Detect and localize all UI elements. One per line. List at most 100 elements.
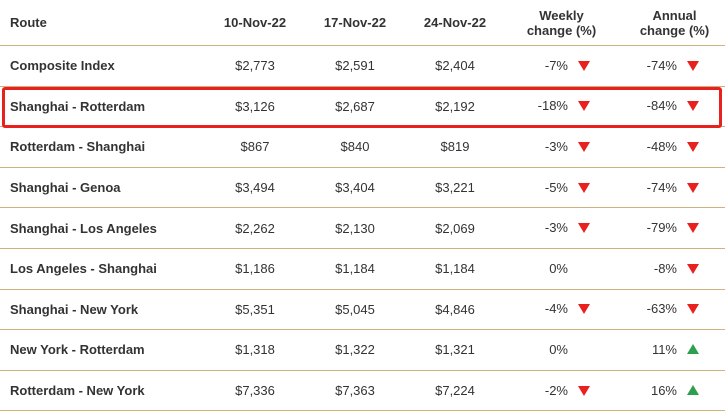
change-cell: -74%: [610, 167, 725, 209]
price-cell: $3,404: [305, 167, 405, 209]
column-header: Annual change (%): [610, 0, 725, 46]
change-cell: -3%: [505, 207, 610, 249]
change-value: -5%: [544, 179, 568, 195]
change-value: 0%: [549, 261, 568, 277]
arrow-slot: [568, 302, 590, 317]
change-value: -48%: [646, 138, 677, 154]
change-cell: -3%: [505, 126, 610, 168]
arrow-slot: [677, 384, 699, 399]
change-value: -3%: [544, 138, 568, 154]
price-cell: $1,184: [305, 248, 405, 290]
change-value: -74%: [646, 57, 677, 73]
arrow-down: [687, 101, 699, 112]
route-cell: Rotterdam - New York: [0, 370, 205, 412]
arrow-slot: [568, 99, 590, 114]
arrow-slot: [568, 384, 590, 399]
change-value: -3%: [544, 220, 568, 236]
header-row: Route 10-Nov-22 17-Nov-22 24-Nov-22 Weekly c…: [0, 0, 725, 46]
change-value: -84%: [646, 98, 677, 114]
table-row: Shanghai - New York $5,351 $5,045 $4,846 -4%…: [0, 289, 725, 331]
price-cell: $3,221: [405, 167, 505, 209]
route-cell: New York - Rotterdam: [0, 329, 205, 371]
arrow-down: [687, 223, 699, 234]
price-cell: $7,363: [305, 370, 405, 412]
table-row: Rotterdam - Shanghai $867 $840 $819 -3% -48%: [0, 126, 725, 168]
table-row: Los Angeles - Shanghai $1,186 $1,184 $1,184…: [0, 248, 725, 290]
table-row: Shanghai - Los Angeles $2,262 $2,130 $2,069…: [0, 207, 725, 249]
arrow-up: [687, 343, 699, 354]
price-cell: $7,224: [405, 370, 505, 412]
price-cell: $2,192: [405, 86, 505, 128]
price-cell: $1,186: [205, 248, 305, 290]
table-row: Rotterdam - New York $7,336 $7,363 $7,224 -2…: [0, 370, 725, 412]
change-value: -74%: [646, 179, 677, 195]
arrow-down: [578, 60, 590, 71]
price-cell: $1,318: [205, 329, 305, 371]
change-cell: 0%: [505, 329, 610, 371]
column-header: Weekly change (%): [505, 0, 610, 46]
table-row: Composite Index $2,773 $2,591 $2,404 -7% -74%: [0, 45, 725, 87]
change-value: -2%: [544, 382, 568, 398]
column-header: 24-Nov-22: [405, 0, 505, 46]
price-cell: $2,591: [305, 45, 405, 87]
price-cell: $3,494: [205, 167, 305, 209]
change-cell: 11%: [610, 329, 725, 371]
route-cell: Shanghai - Genoa: [0, 167, 205, 209]
change-value: -63%: [646, 301, 677, 317]
price-cell: $5,351: [205, 289, 305, 331]
arrow-down: [578, 182, 590, 193]
arrow-up: [687, 384, 699, 395]
arrow-down: [687, 182, 699, 193]
column-header: Route: [0, 0, 205, 46]
arrow-slot: [568, 181, 590, 196]
price-cell: $2,262: [205, 207, 305, 249]
arrow-down: [687, 304, 699, 315]
table-row: Shanghai - Genoa $3,494 $3,404 $3,221 -5% -74…: [0, 167, 725, 209]
highlight-box: [2, 87, 722, 128]
arrow-slot: [568, 221, 590, 236]
change-cell: -5%: [505, 167, 610, 209]
change-cell: -2%: [505, 370, 610, 412]
price-cell: $5,045: [305, 289, 405, 331]
change-value: -7%: [544, 57, 568, 73]
route-cell: Shanghai - New York: [0, 289, 205, 331]
arrow-down: [578, 101, 590, 112]
change-cell: -4%: [505, 289, 610, 331]
change-value: -18%: [537, 98, 568, 114]
column-header: 10-Nov-22: [205, 0, 305, 46]
arrow-down: [687, 142, 699, 153]
arrow-down: [578, 223, 590, 234]
price-cell: $2,404: [405, 45, 505, 87]
price-cell: $1,321: [405, 329, 505, 371]
price-cell: $840: [305, 126, 405, 168]
change-cell: 16%: [610, 370, 725, 412]
change-cell: 0%: [505, 248, 610, 290]
arrow-slot: [568, 140, 590, 155]
arrow-slot: [677, 221, 699, 236]
arrow-down: [687, 60, 699, 71]
arrow-slot: [677, 302, 699, 317]
arrow-down: [687, 263, 699, 274]
route-cell: Shanghai - Rotterdam: [0, 86, 205, 128]
route-cell: Shanghai - Los Angeles: [0, 207, 205, 249]
price-cell: $1,184: [405, 248, 505, 290]
change-value: 0%: [549, 342, 568, 358]
arrow-slot: [568, 59, 590, 74]
price-cell: $2,130: [305, 207, 405, 249]
price-cell: $867: [205, 126, 305, 168]
change-cell: -63%: [610, 289, 725, 331]
change-value: 16%: [650, 382, 677, 398]
change-cell: -79%: [610, 207, 725, 249]
arrow-down: [578, 304, 590, 315]
change-value: -8%: [653, 260, 677, 276]
change-cell: -74%: [610, 45, 725, 87]
change-cell: -8%: [610, 248, 725, 290]
route-cell: Rotterdam - Shanghai: [0, 126, 205, 168]
price-cell: $1,322: [305, 329, 405, 371]
change-value: -4%: [544, 301, 568, 317]
price-cell: $2,069: [405, 207, 505, 249]
price-cell: $7,336: [205, 370, 305, 412]
change-cell: -7%: [505, 45, 610, 87]
